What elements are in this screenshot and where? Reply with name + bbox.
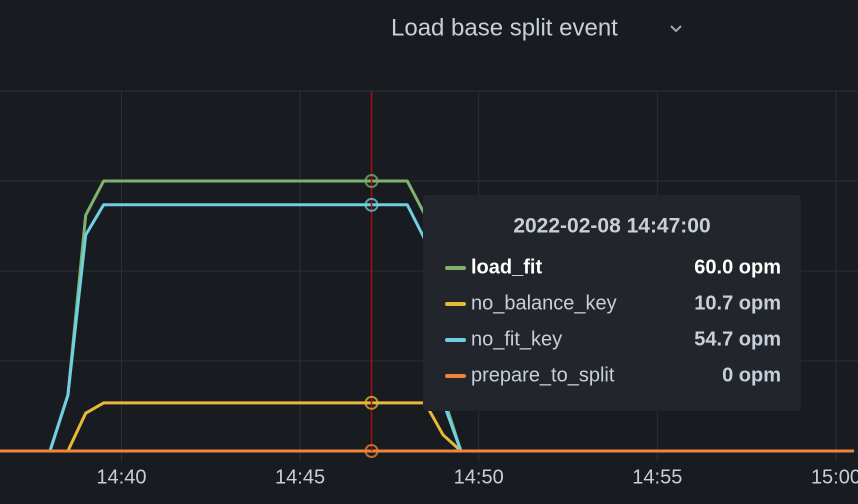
hover <box>364 91 379 458</box>
tooltip-value: 60.0 opm <box>694 256 781 278</box>
x-tick-label: 14:45 <box>275 466 325 488</box>
x-tick-label: 14:55 <box>632 466 682 488</box>
chart-title[interactable]: Load base split event <box>391 14 618 41</box>
hover-point <box>364 395 379 410</box>
tooltip-box <box>423 195 801 411</box>
x-tick-label: 14:40 <box>96 466 146 488</box>
hover-point <box>364 444 379 458</box>
tooltip-series-name: no_fit_key <box>471 328 562 350</box>
x-tick-label: 15:00 <box>811 466 858 488</box>
tooltip-value: 0 opm <box>722 364 781 386</box>
tooltip-series-name: load_fit <box>471 256 542 278</box>
tooltip-value: 54.7 opm <box>694 328 781 350</box>
title-chevron[interactable] <box>670 25 682 33</box>
tooltip-series-name: prepare_to_split <box>471 364 615 386</box>
tooltip-series-name: no_balance_key <box>471 292 617 314</box>
tooltip-value: 10.7 opm <box>694 292 781 314</box>
hover-point <box>364 197 379 212</box>
tooltip-title: 2022-02-08 14:47:00 <box>513 215 710 238</box>
tooltip: 2022-02-08 14:47:00 load_fit 60.0 opm no_ba… <box>423 195 801 411</box>
x-tick-label: 14:50 <box>454 466 504 488</box>
hover-point <box>364 174 379 188</box>
